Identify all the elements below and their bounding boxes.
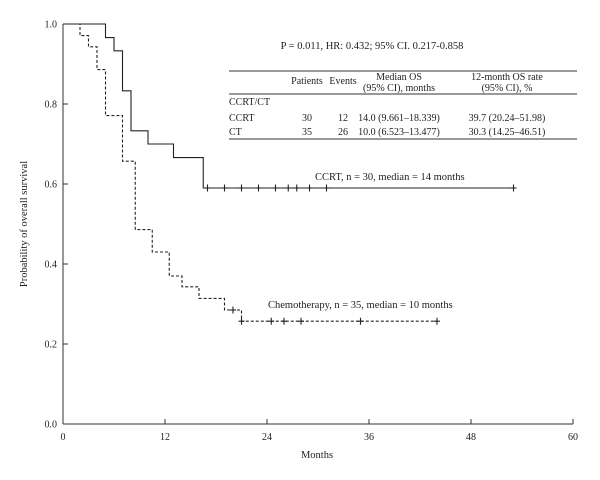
table-cell: CT: [229, 127, 242, 138]
table-header-cell: (95% CI), %: [482, 83, 533, 94]
y-axis-title: Probability of overall survival: [19, 161, 30, 287]
y-tick-label: 0.0: [45, 420, 58, 431]
table-cell: 12: [338, 113, 348, 124]
chemo-survival-line: [63, 23, 437, 322]
stats-text: P = 0.011, HR: 0.432; 95% CI. 0.217-0.85…: [281, 41, 464, 52]
x-tick-label: 0: [61, 432, 66, 443]
table-header-cell: (95% CI), months: [363, 83, 435, 94]
y-tick-label: 0.8: [45, 100, 58, 111]
table-group-label: CCRT/CT: [229, 97, 270, 108]
y-tick-label: 0.6: [45, 180, 58, 191]
x-tick-label: 60: [568, 432, 578, 443]
summary-table: Patients Events Median OS(95% CI), months 1…: [229, 70, 577, 140]
table-header-cell: Events: [329, 76, 356, 87]
survival-curves: [63, 23, 517, 325]
x-tick-label: 36: [364, 432, 374, 443]
table-cell: 14.0 (9.661–18.339): [358, 113, 440, 124]
table-header-cell: Median OS: [376, 72, 422, 83]
x-tick-label: 24: [262, 432, 272, 443]
table-cell: 30: [302, 113, 312, 124]
y-tick-label: 1.0: [45, 20, 58, 31]
x-tick-label: 12: [160, 432, 170, 443]
x-tick-label: 48: [466, 432, 476, 443]
table-cell: 39.7 (20.24–51.98): [469, 113, 546, 124]
y-tick-label: 0.4: [45, 260, 58, 271]
table-header-cell: 12-month OS rate: [471, 72, 543, 83]
ccrt-curve-label: CCRT, n = 30, median = 14 months: [315, 172, 465, 183]
axes: 0 12 24 36 48 60 0.0 0.2 0.4 0.6 0.8 1.0: [45, 20, 579, 444]
table-cell: 26: [338, 127, 348, 138]
table-cell: CCRT: [229, 113, 255, 124]
y-tick-label: 0.2: [45, 340, 58, 351]
ccrt-survival-line: [63, 23, 514, 189]
chemo-curve-label: Chemotherapy, n = 35, median = 10 months: [268, 300, 453, 311]
table-header-cell: Patients: [291, 76, 323, 87]
table-cell: 10.0 (6.523–13.477): [358, 127, 440, 138]
table-cell: 30.3 (14.25–46.51): [469, 127, 546, 138]
x-axis-title: Months: [301, 450, 333, 461]
table-cell: 35: [302, 127, 312, 138]
